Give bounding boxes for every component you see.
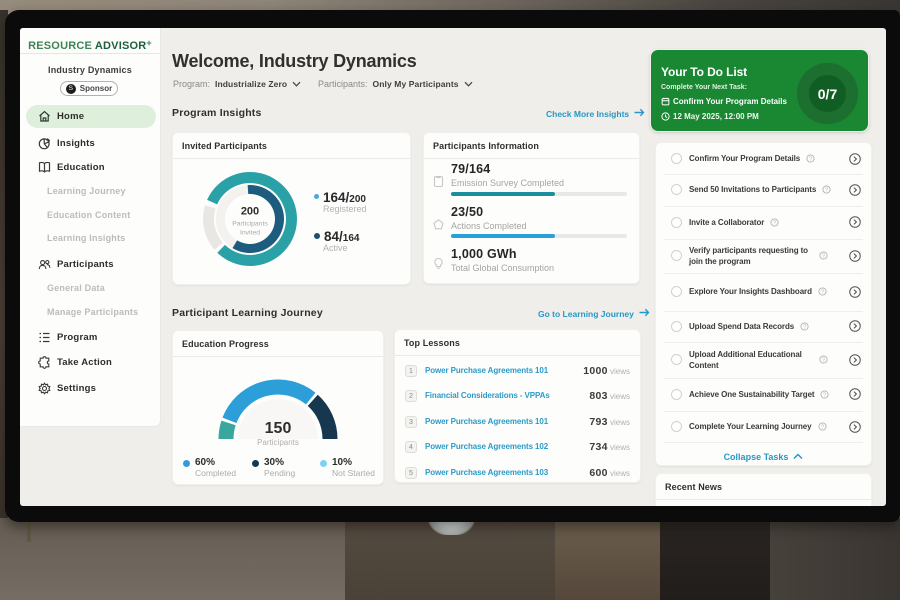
svg-text:?: ? bbox=[809, 156, 812, 162]
svg-text:Invited: Invited bbox=[240, 230, 260, 237]
svg-text:?: ? bbox=[803, 324, 806, 330]
svg-text:?: ? bbox=[825, 188, 828, 194]
svg-text:?: ? bbox=[822, 254, 825, 260]
svg-text:?: ? bbox=[823, 392, 826, 398]
svg-text:?: ? bbox=[773, 220, 776, 226]
svg-text:?: ? bbox=[821, 424, 824, 430]
svg-text:200: 200 bbox=[241, 206, 259, 218]
svg-text:?: ? bbox=[821, 290, 824, 296]
svg-text:150: 150 bbox=[265, 420, 292, 437]
svg-text:Participants: Participants bbox=[232, 221, 268, 228]
svg-text:Participants: Participants bbox=[257, 438, 299, 447]
svg-text:?: ? bbox=[822, 358, 825, 364]
